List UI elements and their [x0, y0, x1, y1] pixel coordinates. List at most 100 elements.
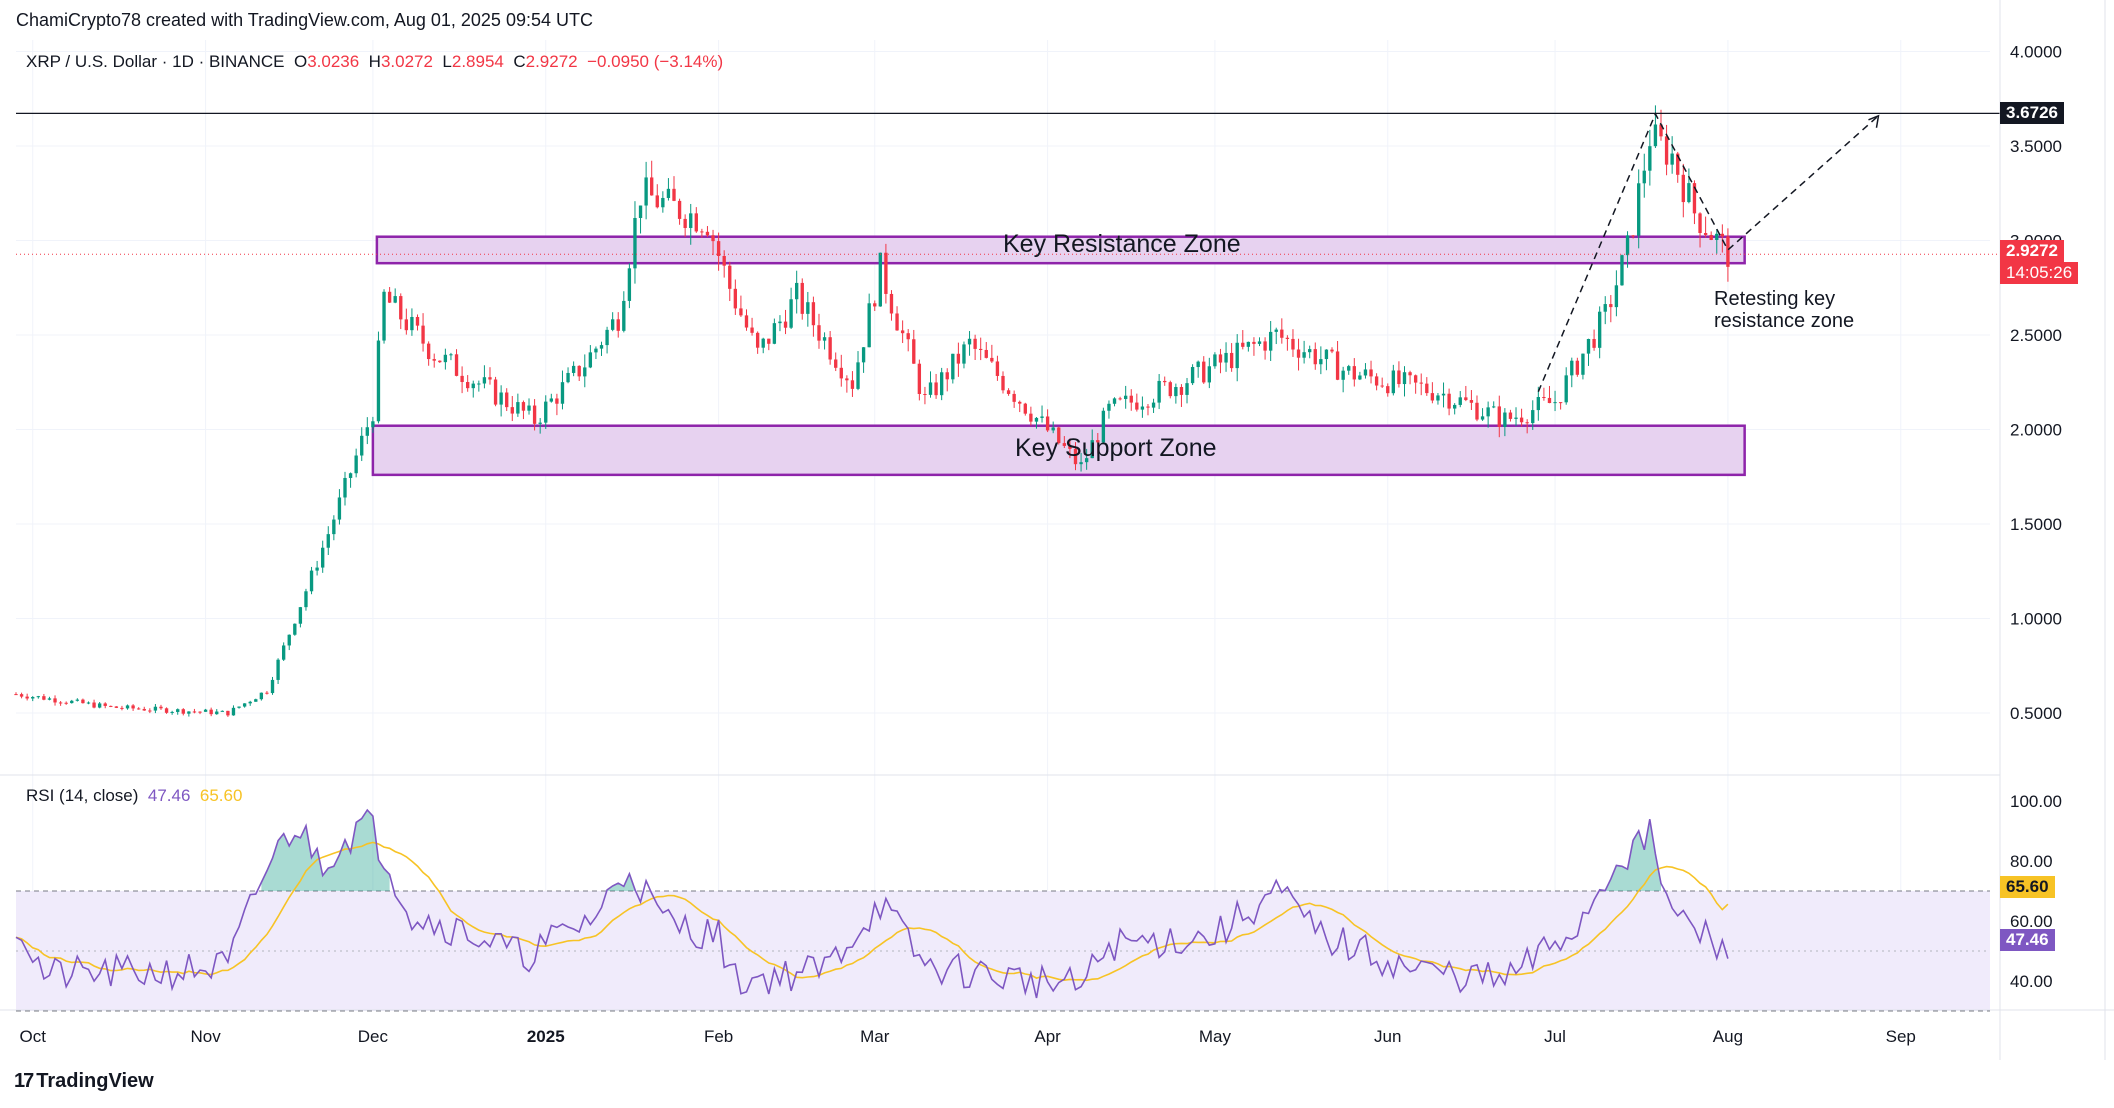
candle-body [265, 692, 269, 694]
candle-body [215, 711, 219, 715]
candle-body [1681, 174, 1685, 203]
candle-body [1581, 353, 1585, 375]
candle-body [404, 319, 409, 331]
rsi-value: 47.46 [147, 786, 191, 805]
candle-body [1241, 342, 1245, 347]
candle-body [1352, 366, 1356, 380]
candle-body [482, 377, 487, 384]
close-value: 2.9272 [525, 52, 578, 71]
candle-body [912, 339, 916, 364]
candle-body [371, 421, 375, 428]
support-zone-label: Key Support Zone [1015, 434, 1217, 462]
resistance-zone [375, 235, 1746, 265]
time-tick-label: Nov [190, 1027, 221, 1046]
candle-body [1335, 351, 1340, 380]
candle-body [644, 177, 648, 206]
symbol-label[interactable]: XRP / U.S. Dollar · 1D · BINANCE [26, 52, 285, 71]
candle-body [97, 703, 102, 708]
candle-body [767, 338, 771, 344]
price-tick-label: 1.5000 [2010, 515, 2062, 534]
projection-arrowhead [1868, 114, 1880, 128]
candle-body [1146, 406, 1150, 408]
candle-body [1174, 387, 1178, 397]
candle-body [795, 282, 799, 300]
candle-body [1430, 393, 1435, 401]
rsi-tick-label: 80.00 [2010, 852, 2053, 871]
candle-body [505, 392, 509, 408]
candle-body [1458, 397, 1462, 405]
candle-body [19, 694, 24, 697]
retest-note: Retesting key resistance zone [1714, 288, 1854, 332]
candle-body [1029, 413, 1033, 422]
candle-body [711, 235, 715, 242]
candle-body [293, 623, 297, 635]
candle-body [627, 268, 632, 301]
rsi-legend[interactable]: RSI (14, close) 47.46 65.60 [26, 786, 242, 806]
candle-body [360, 435, 364, 456]
candle-body [900, 330, 905, 334]
candle-body [588, 352, 593, 368]
candle-body [861, 347, 866, 363]
candle-body [661, 197, 665, 208]
time-tick-label: Dec [358, 1027, 389, 1046]
candle-body [850, 380, 855, 389]
candle-body [1224, 352, 1228, 363]
candles [14, 105, 1730, 717]
candle-body [800, 282, 804, 314]
candle-body [594, 348, 598, 353]
rsi-label[interactable]: RSI (14, close) [26, 786, 139, 805]
price-tick-label: 0.5000 [2010, 704, 2062, 723]
candle-body [148, 710, 152, 712]
candle-body [633, 217, 637, 269]
candle-body [1525, 422, 1529, 424]
candle-body [1308, 349, 1312, 353]
candle-body [125, 705, 130, 709]
candle-body [1670, 153, 1674, 165]
candle-body [1062, 443, 1067, 446]
candle-body [1486, 407, 1490, 417]
candle-body [700, 231, 704, 233]
candle-body [538, 422, 542, 424]
candle-body [454, 354, 459, 376]
candle-body [817, 325, 821, 341]
time-tick-label: Sep [1886, 1027, 1916, 1046]
candle-body [577, 365, 581, 377]
candle-body [1536, 397, 1540, 411]
candle-body [705, 231, 710, 236]
candle-body [449, 354, 453, 356]
candle-body [181, 709, 185, 714]
candle-body [276, 659, 280, 680]
candle-body [789, 299, 793, 328]
candle-body [1302, 352, 1306, 358]
candle-body [599, 345, 604, 349]
rsi-ma-line [15, 841, 1729, 982]
candle-body [878, 252, 882, 307]
candle-body [471, 383, 475, 389]
candle-body [81, 699, 85, 704]
candle-body [1575, 360, 1580, 375]
candle-body [1413, 375, 1418, 383]
retest-note-line1: Retesting key [1714, 288, 1836, 310]
price-legend[interactable]: XRP / U.S. Dollar · 1D · BINANCE O3.0236… [26, 52, 723, 72]
candle-body [1168, 382, 1172, 397]
candle-body [744, 315, 749, 328]
candle-body [856, 362, 860, 389]
price-badge: 2.9272 [2000, 240, 2064, 262]
candle-body [672, 188, 676, 201]
candle-body [683, 218, 687, 228]
candle-body [220, 710, 224, 712]
candle-body [1291, 338, 1295, 350]
candle-body [1642, 170, 1646, 184]
rsi-band [16, 891, 1990, 1011]
time-tick-label: Feb [704, 1027, 733, 1046]
candle-body [1369, 369, 1373, 377]
tradingview-footer[interactable]: 17 TradingView [14, 1070, 154, 1093]
candle-body [164, 708, 169, 713]
rsi-line [15, 808, 1729, 999]
candle-body [822, 337, 827, 341]
candle-body [382, 291, 386, 341]
candle-body [834, 359, 838, 368]
candle-body [237, 706, 241, 708]
time-tick-label: Jun [1374, 1027, 1401, 1046]
